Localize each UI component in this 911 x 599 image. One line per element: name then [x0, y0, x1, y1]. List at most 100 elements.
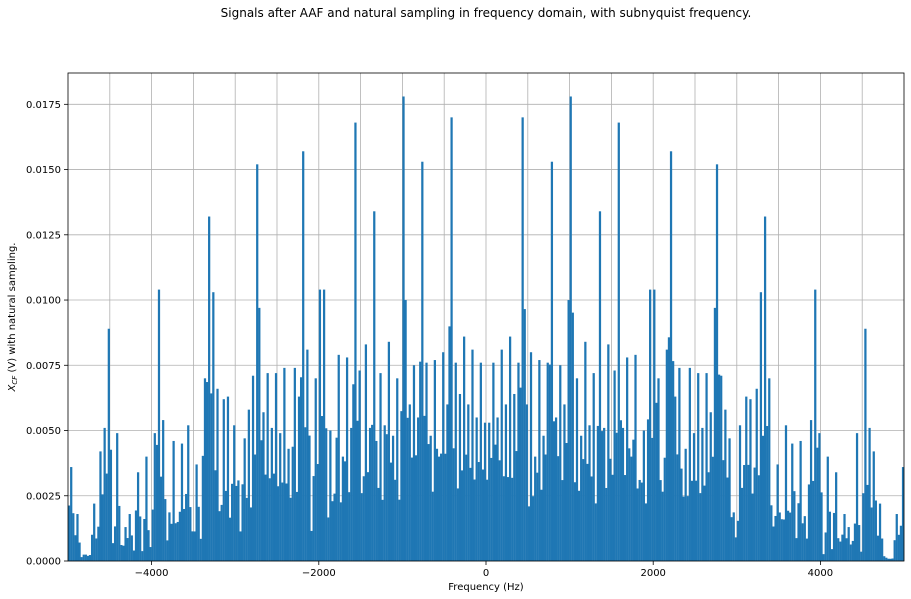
spectrum-bar: [534, 456, 537, 561]
spectrum-bar: [619, 420, 622, 561]
spectrum-bar: [502, 476, 505, 561]
spectrum-bar: [159, 476, 163, 561]
spectrum-bar: [193, 531, 196, 561]
spectrum-bar: [107, 328, 110, 561]
spectrum-bar: [155, 444, 159, 561]
spectrum-bar: [845, 538, 848, 561]
spectrum-bar: [613, 370, 616, 561]
spectrum-bar: [669, 151, 673, 562]
spectrum-bar: [655, 402, 658, 561]
spectrum-bar: [157, 289, 161, 561]
spectrum-bar: [460, 470, 464, 561]
spectrum-bar: [807, 484, 811, 561]
spectrum-bar: [486, 479, 489, 561]
spectrum-bar: [488, 422, 491, 561]
spectrum-bar: [185, 493, 188, 561]
spectrum-bar: [705, 373, 708, 561]
spectrum-bar: [878, 503, 882, 561]
spectrum-bar: [170, 523, 173, 561]
spectrum-bar: [778, 512, 781, 561]
spectrum-bar: [784, 425, 788, 561]
spectrum-bar: [419, 361, 422, 561]
spectrum-bar: [584, 341, 587, 561]
spectrum-bar: [542, 435, 545, 561]
spectrum-bar: [297, 396, 301, 561]
spectrum-bar: [358, 370, 361, 561]
spectrum-bar: [76, 514, 79, 561]
x-tick-label: 0: [483, 568, 489, 579]
spectrum-bar: [644, 503, 648, 561]
spectrum-bar: [178, 511, 182, 561]
spectrum-bar: [377, 487, 380, 561]
spectrum-bar: [442, 352, 445, 561]
spectrum-bar: [490, 457, 493, 561]
spectrum-bar: [352, 384, 355, 561]
spectrum-bar: [726, 477, 729, 561]
spectrum-bar: [753, 467, 756, 561]
spectrum-bar: [508, 336, 512, 561]
spectrum-bar: [870, 507, 873, 561]
spectrum-bar: [381, 499, 384, 561]
spectrum-bar: [86, 555, 90, 561]
spectrum-bar: [682, 496, 685, 561]
spectrum-bar: [782, 519, 786, 561]
spectrum-bar: [283, 367, 286, 561]
spectrum-bar: [483, 422, 487, 561]
spectrum-bar: [343, 461, 347, 561]
spectrum-bar: [849, 544, 852, 561]
spectrum-bar: [799, 440, 802, 561]
spectrum-bar: [830, 549, 834, 561]
spectrum-bar: [832, 512, 836, 561]
spectrum-bar: [820, 492, 823, 561]
spectrum-bar: [722, 460, 725, 561]
spectrum-bar: [657, 378, 660, 561]
spectrum-bar: [364, 344, 368, 561]
spectrum-bar: [559, 365, 562, 561]
spectrum-bar: [751, 493, 754, 561]
y-tick-label: 0.0025: [26, 491, 61, 502]
spectrum-bar: [674, 396, 677, 561]
spectrum-bar: [80, 557, 83, 561]
spectrum-bar: [277, 486, 280, 561]
x-tick-label: −4000: [135, 568, 169, 579]
spectrum-bar: [515, 451, 518, 561]
spectrum-bar: [201, 455, 204, 561]
spectrum-bar: [412, 365, 416, 561]
spectrum-bar: [506, 477, 510, 561]
spectrum-bar: [456, 488, 459, 561]
spectrum-bar: [862, 493, 865, 561]
spectrum-bar: [199, 538, 202, 561]
spectrum-bar: [768, 378, 771, 561]
spectrum-bar: [435, 448, 439, 561]
spectrum-bar: [254, 454, 257, 561]
spectrum-bar: [241, 484, 244, 561]
spectrum-bar: [270, 427, 273, 561]
spectrum-bar: [837, 538, 840, 561]
spectrum-bar: [132, 550, 136, 561]
spectrum-bar: [761, 435, 765, 561]
spectrum-bar: [354, 122, 357, 561]
spectrum-bar: [231, 483, 234, 561]
spectrum-bar: [264, 474, 267, 561]
spectrum-bar: [791, 443, 794, 561]
spectrum-bar: [322, 289, 326, 561]
spectrum-bar: [329, 430, 332, 561]
spectrum-bar: [713, 307, 717, 561]
spectrum-bar: [531, 496, 535, 561]
spectrum-bar: [208, 216, 211, 561]
spectrum-bar: [605, 487, 608, 561]
spectrum-bar: [345, 357, 349, 561]
spectrum-bar: [141, 551, 144, 561]
spectrum-bar: [216, 388, 219, 561]
spectrum-bar: [122, 545, 125, 561]
spectrum-bar: [676, 454, 679, 561]
spectrum-bar: [333, 493, 336, 561]
spectrum-bar: [868, 427, 871, 561]
spectrum-bar: [299, 377, 303, 561]
spectrum-bar: [151, 509, 154, 561]
spectrum-bar: [701, 427, 704, 561]
spectrum-bar: [195, 464, 198, 561]
spectrum-bar: [118, 505, 121, 561]
spectrum-bar: [703, 485, 706, 561]
spectrum-bar: [715, 164, 719, 561]
